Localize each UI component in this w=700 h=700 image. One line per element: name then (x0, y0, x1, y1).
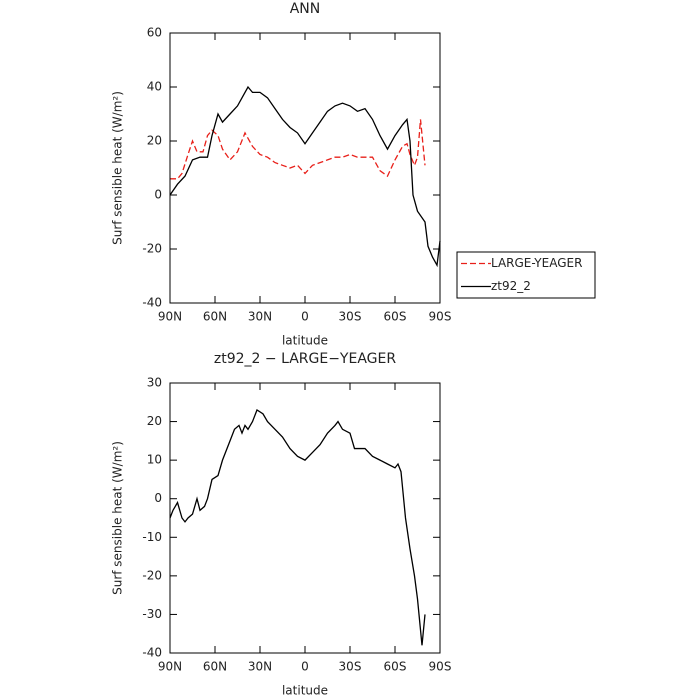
y-tick-label: 60 (147, 26, 162, 40)
x-tick-label: 90N (158, 660, 182, 674)
legend-label: zt92_2 (491, 279, 531, 293)
y-tick-label: -40 (142, 296, 162, 310)
data-line (170, 119, 426, 180)
y-tick-label: -30 (142, 607, 162, 621)
chart-title: ANN (290, 1, 321, 17)
y-tick-label: 30 (147, 376, 162, 390)
y-tick-label: 0 (154, 188, 162, 202)
x-tick-label: 0 (301, 660, 309, 674)
x-tick-label: 30N (248, 660, 272, 674)
x-tick-label: 60N (203, 310, 227, 324)
x-tick-label: 30S (339, 660, 362, 674)
y-tick-label: 20 (147, 134, 162, 148)
x-tick-label: 30N (248, 310, 272, 324)
panel: zt92_2 − LARGE−YEAGER latitude Surf sensib… (111, 351, 452, 698)
x-tick-label: 60N (203, 660, 227, 674)
y-axis-label: Surf sensible heat (W/m²) (111, 91, 125, 245)
data-line (169, 409, 426, 646)
y-tick-label: 20 (147, 414, 162, 428)
y-tick-label: 0 (154, 491, 162, 505)
legend-box (456, 251, 596, 299)
x-axis-label: latitude (282, 684, 328, 698)
y-tick-label: -40 (142, 646, 162, 660)
x-tick-label: 90N (158, 310, 182, 324)
y-axis-label: Surf sensible heat (W/m²) (111, 441, 125, 595)
x-tick-label: 90S (429, 660, 452, 674)
legend-label: LARGE-YEAGER (491, 256, 582, 270)
chart-title: zt92_2 − LARGE−YEAGER (214, 351, 396, 367)
panel: ANN latitude Surf sensible heat (W/m²) -40 -… (111, 1, 596, 348)
x-tick-label: 60S (384, 660, 407, 674)
y-tick-label: 10 (147, 453, 162, 467)
plot-frame (169, 32, 441, 304)
y-tick-label: -10 (142, 530, 162, 544)
y-tick-label: -20 (142, 568, 162, 582)
x-tick-label: 90S (429, 310, 452, 324)
x-tick-label: 0 (301, 310, 309, 324)
data-line (169, 85, 441, 268)
x-axis-label: latitude (282, 334, 328, 348)
y-tick-label: 40 (147, 80, 162, 94)
x-tick-label: 60S (384, 310, 407, 324)
x-tick-label: 30S (339, 310, 362, 324)
y-tick-label: -20 (142, 242, 162, 256)
plot-frame (169, 382, 441, 654)
